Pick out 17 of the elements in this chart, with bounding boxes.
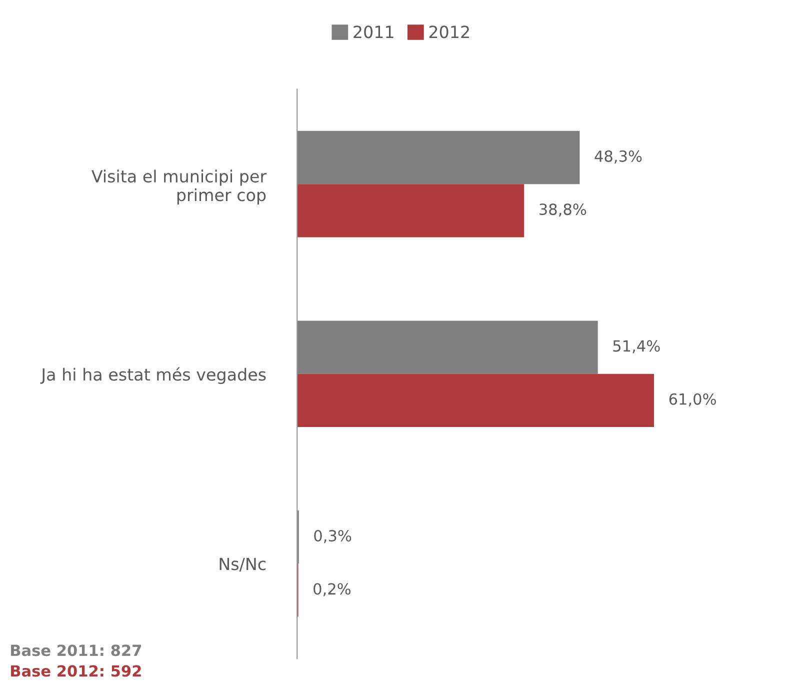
data-label: 48,3% (594, 150, 642, 164)
text: Base 2011: 827 (11, 644, 141, 656)
bar (297, 130, 580, 184)
data-label: 0,3% (314, 530, 352, 544)
data-label: 38,8% (540, 204, 586, 217)
data-label: 51,4% (613, 340, 660, 354)
y-tick-label: Ns/Nc (220, 558, 266, 572)
y-tick-label: Ja hi ha estat més vegades (40, 367, 266, 384)
y-tick-label: Visita el municipi per primer cop (92, 170, 267, 204)
legend-label: 2012 (429, 26, 469, 38)
data-label: 0,2% (314, 583, 351, 596)
legend-label: 2011 (354, 26, 394, 38)
bar (297, 374, 654, 428)
data-label: 61,0% (669, 393, 716, 406)
text: Base 2012: 592 (11, 665, 141, 677)
bar (297, 184, 524, 238)
bar (297, 320, 598, 374)
